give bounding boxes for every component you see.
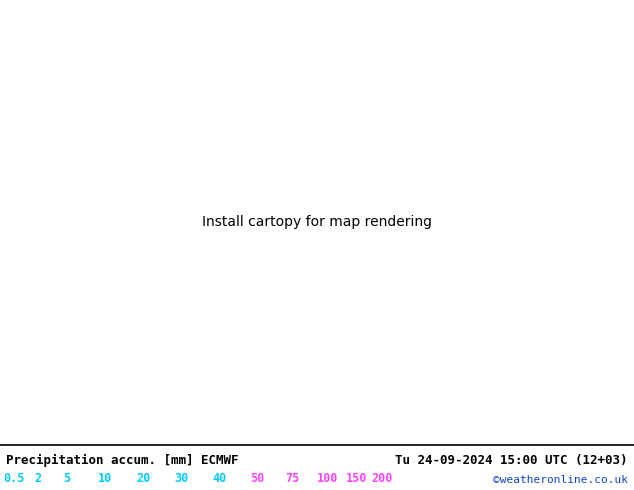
- Text: 5: 5: [63, 471, 70, 485]
- Text: 200: 200: [371, 471, 392, 485]
- Text: Install cartopy for map rendering: Install cartopy for map rendering: [202, 215, 432, 229]
- Text: 10: 10: [98, 471, 112, 485]
- Text: 0.5: 0.5: [3, 471, 25, 485]
- Text: 50: 50: [250, 471, 264, 485]
- Text: 2: 2: [35, 471, 42, 485]
- Text: 20: 20: [136, 471, 150, 485]
- Text: 150: 150: [346, 471, 367, 485]
- Text: Tu 24-09-2024 15:00 UTC (12+03): Tu 24-09-2024 15:00 UTC (12+03): [395, 454, 628, 466]
- Text: 30: 30: [174, 471, 188, 485]
- Text: Precipitation accum. [mm] ECMWF: Precipitation accum. [mm] ECMWF: [6, 454, 239, 466]
- Text: 40: 40: [212, 471, 226, 485]
- Text: ©weatheronline.co.uk: ©weatheronline.co.uk: [493, 474, 628, 485]
- Text: 75: 75: [285, 471, 299, 485]
- Text: 100: 100: [317, 471, 339, 485]
